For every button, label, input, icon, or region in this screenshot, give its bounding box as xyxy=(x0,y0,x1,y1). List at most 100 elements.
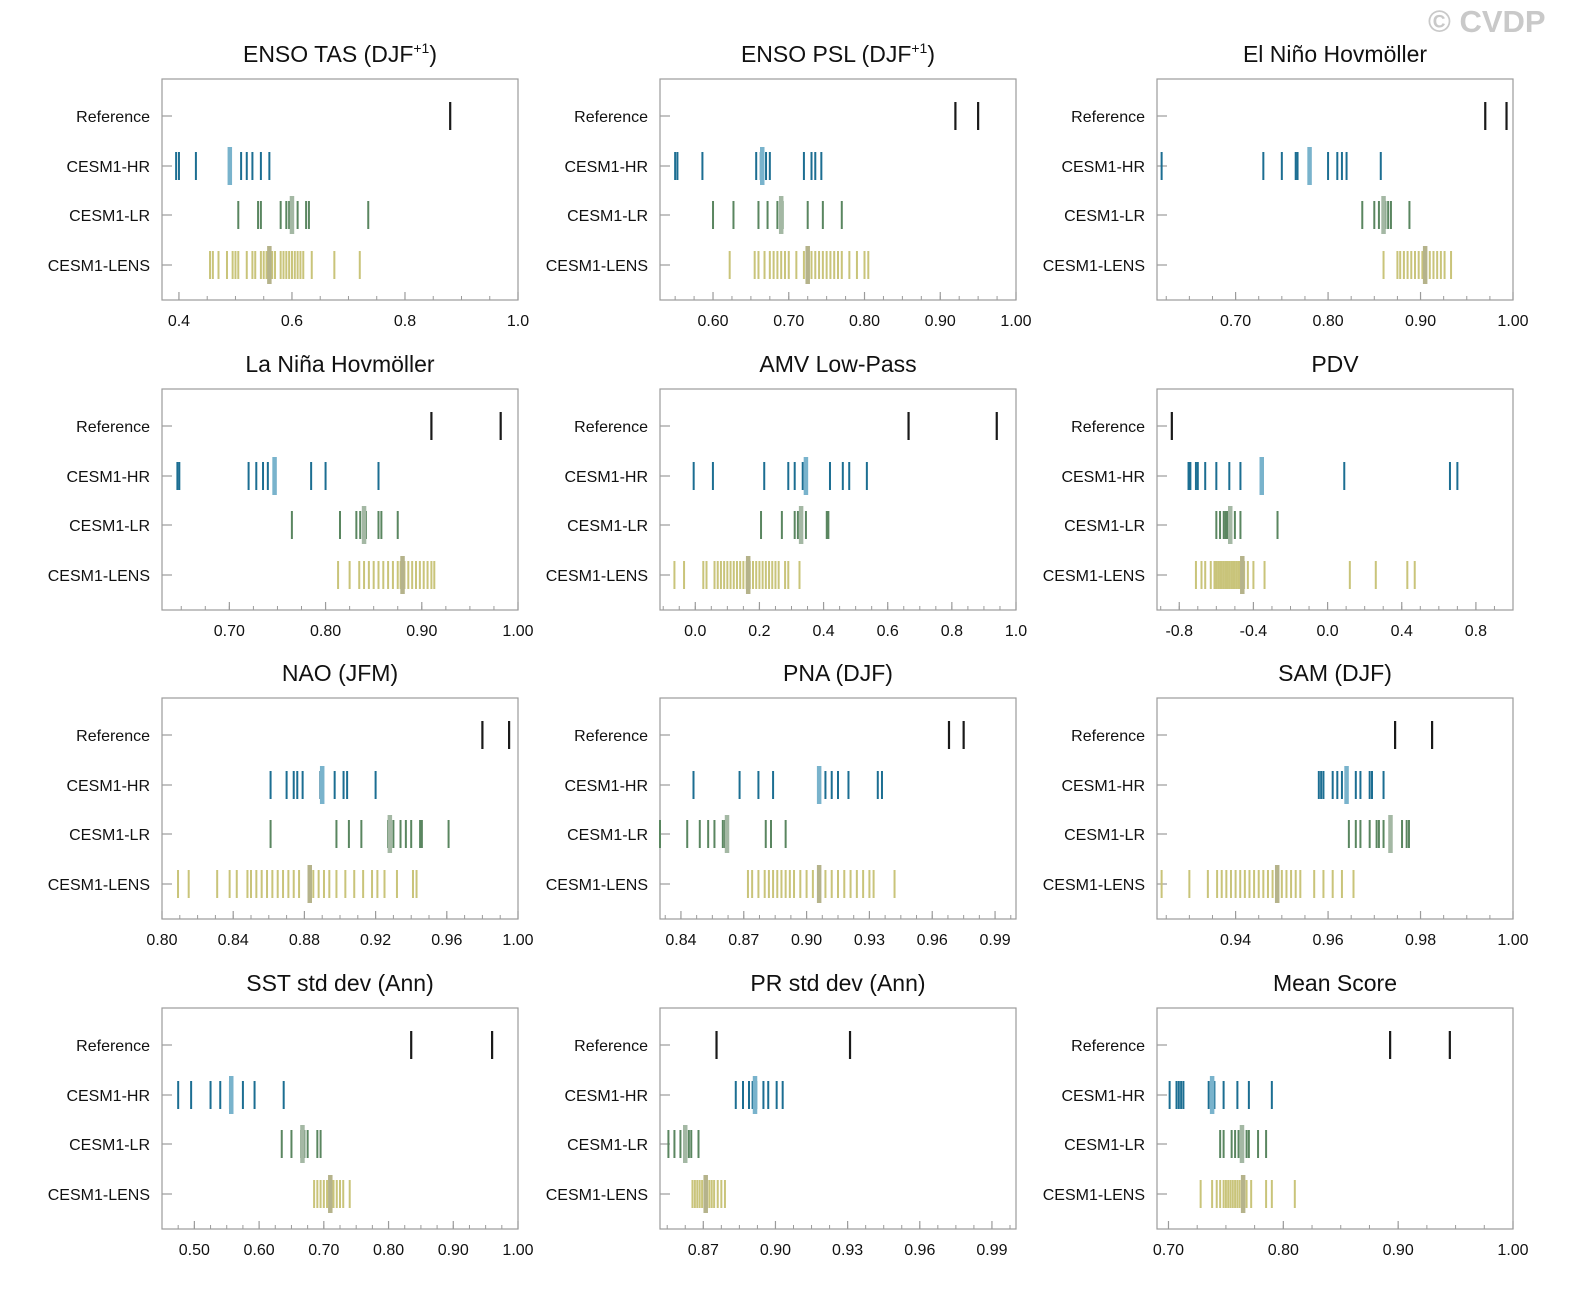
x-tick-label: 0.80 xyxy=(1268,1242,1299,1259)
panel-title-text: AMV Low-Pass xyxy=(759,351,916,377)
x-tick-label: 0.70 xyxy=(308,1242,339,1259)
x-tick-label: 0.98 xyxy=(1405,932,1436,949)
x-tick-label: 0.90 xyxy=(760,1242,791,1259)
x-tick-label: 0.80 xyxy=(1312,313,1343,330)
row-label: Reference xyxy=(574,1038,648,1055)
row-label: CESM1-LR xyxy=(567,827,648,844)
panel-title: ENSO TAS (DJF+1) xyxy=(243,40,437,67)
x-tick-label: -0.8 xyxy=(1165,623,1193,640)
row-label: CESM1-LR xyxy=(567,1137,648,1154)
x-tick-label: 0.70 xyxy=(214,623,245,640)
row-label: Reference xyxy=(1071,109,1145,126)
panel-title: PDV xyxy=(1311,351,1359,377)
plot-frame xyxy=(161,388,519,611)
row-label: CESM1-LR xyxy=(1064,208,1145,225)
row-label: Reference xyxy=(76,728,150,745)
x-tick-label: 0.90 xyxy=(1405,313,1436,330)
x-tick-label: 0.99 xyxy=(979,932,1010,949)
row-label: Reference xyxy=(76,109,150,126)
row-label: CESM1-HR xyxy=(66,1088,150,1105)
row-label: CESM1-HR xyxy=(1061,1088,1145,1105)
x-tick-label: 0.96 xyxy=(1312,932,1343,949)
plot-frame xyxy=(1156,388,1514,611)
x-tick-label: 0.93 xyxy=(832,1242,863,1259)
x-tick-label: 0.96 xyxy=(431,932,462,949)
panel-title-end: ) xyxy=(927,41,935,67)
panel-0: ENSO TAS (DJF+1) Reference CESM1-HR CESM1-L… xyxy=(48,40,529,330)
row-label: CESM1-LENS xyxy=(1043,258,1145,275)
plot-frame xyxy=(659,388,1017,611)
cvdp-watermark: © CVDP xyxy=(1428,4,1546,39)
panel-title-end: ) xyxy=(429,41,437,67)
x-tick-label: 1.0 xyxy=(1005,623,1027,640)
x-tick-label: 0.88 xyxy=(289,932,320,949)
row-label: CESM1-LR xyxy=(69,208,150,225)
row-label: CESM1-HR xyxy=(1061,159,1145,176)
x-tick-label: 0.80 xyxy=(373,1242,404,1259)
x-tick-label: 0.84 xyxy=(665,932,696,949)
panel-5: PDV Reference CESM1-HR CESM1-LR CESM1-LENS -0… xyxy=(1043,351,1514,640)
row-label: CESM1-HR xyxy=(564,778,648,795)
x-tick-label: 0.70 xyxy=(1153,1242,1184,1259)
row-label: CESM1-HR xyxy=(564,469,648,486)
x-tick-label: 0.80 xyxy=(849,313,880,330)
panel-title-superscript: +1 xyxy=(911,40,927,56)
x-tick-label: 0.4 xyxy=(812,623,834,640)
x-tick-label: 0.87 xyxy=(728,932,759,949)
x-tick-label: 0.90 xyxy=(925,313,956,330)
panel-title: La Niña Hovmöller xyxy=(245,351,435,377)
row-label: CESM1-LENS xyxy=(48,258,150,275)
panel-2: El Niño Hovmöller Reference CESM1-HR CESM1-… xyxy=(1043,41,1529,330)
panel-title-text: Mean Score xyxy=(1273,970,1397,996)
x-tick-label: 0.96 xyxy=(917,932,948,949)
x-tick-label: 0.80 xyxy=(146,932,177,949)
panel-title-text: SAM (DJF) xyxy=(1278,660,1392,686)
panel-title-text: El Niño Hovmöller xyxy=(1243,41,1427,67)
panel-title-text: PNA (DJF) xyxy=(783,660,893,686)
plot-frame xyxy=(659,78,1017,301)
row-label: CESM1-LR xyxy=(69,1137,150,1154)
x-tick-label: 0.8 xyxy=(941,623,963,640)
plot-frame xyxy=(161,697,519,920)
x-tick-label: 0.87 xyxy=(688,1242,719,1259)
panel-title-text: NAO (JFM) xyxy=(282,660,398,686)
panel-title: AMV Low-Pass xyxy=(759,351,916,377)
row-label: Reference xyxy=(1071,1038,1145,1055)
plot-frame xyxy=(659,1007,1017,1230)
x-tick-label: 1.00 xyxy=(1497,313,1528,330)
row-label: CESM1-LENS xyxy=(1043,1187,1145,1204)
panel-6: NAO (JFM) Reference CESM1-HR CESM1-LR CESM1-… xyxy=(48,660,534,949)
row-label: CESM1-LENS xyxy=(1043,568,1145,585)
x-tick-label: 1.00 xyxy=(502,1242,533,1259)
plot-frame xyxy=(1156,78,1514,301)
plot-frame xyxy=(1156,1007,1514,1230)
row-label: CESM1-LR xyxy=(1064,518,1145,535)
panel-1: ENSO PSL (DJF+1) Reference CESM1-HR CESM1-L… xyxy=(546,40,1032,330)
row-label: CESM1-HR xyxy=(1061,469,1145,486)
x-tick-label: 1.00 xyxy=(1000,313,1031,330)
row-label: CESM1-HR xyxy=(564,1088,648,1105)
panel-title-text: La Niña Hovmöller xyxy=(245,351,435,377)
panel-title: PR std dev (Ann) xyxy=(750,970,925,996)
row-label: Reference xyxy=(574,728,648,745)
panel-title: PNA (DJF) xyxy=(783,660,893,686)
x-tick-label: 0.93 xyxy=(854,932,885,949)
panel-title: Mean Score xyxy=(1273,970,1397,996)
row-label: Reference xyxy=(574,419,648,436)
x-tick-label: 0.96 xyxy=(904,1242,935,1259)
row-label: CESM1-HR xyxy=(66,159,150,176)
panel-title-text: SST std dev (Ann) xyxy=(246,970,434,996)
panel-11: Mean Score Reference CESM1-HR CESM1-LR CESM1… xyxy=(1043,970,1529,1259)
x-tick-label: 0.4 xyxy=(1391,623,1413,640)
x-tick-label: 0.70 xyxy=(773,313,804,330)
row-label: CESM1-LENS xyxy=(546,568,648,585)
panel-title-text: PR std dev (Ann) xyxy=(750,970,925,996)
row-label: CESM1-LENS xyxy=(48,1187,150,1204)
x-tick-label: -0.4 xyxy=(1240,623,1268,640)
row-label: CESM1-LR xyxy=(69,518,150,535)
row-label: CESM1-LR xyxy=(1064,827,1145,844)
panel-title: SAM (DJF) xyxy=(1278,660,1392,686)
x-tick-label: 0.2 xyxy=(748,623,770,640)
x-tick-label: 1.0 xyxy=(507,313,529,330)
